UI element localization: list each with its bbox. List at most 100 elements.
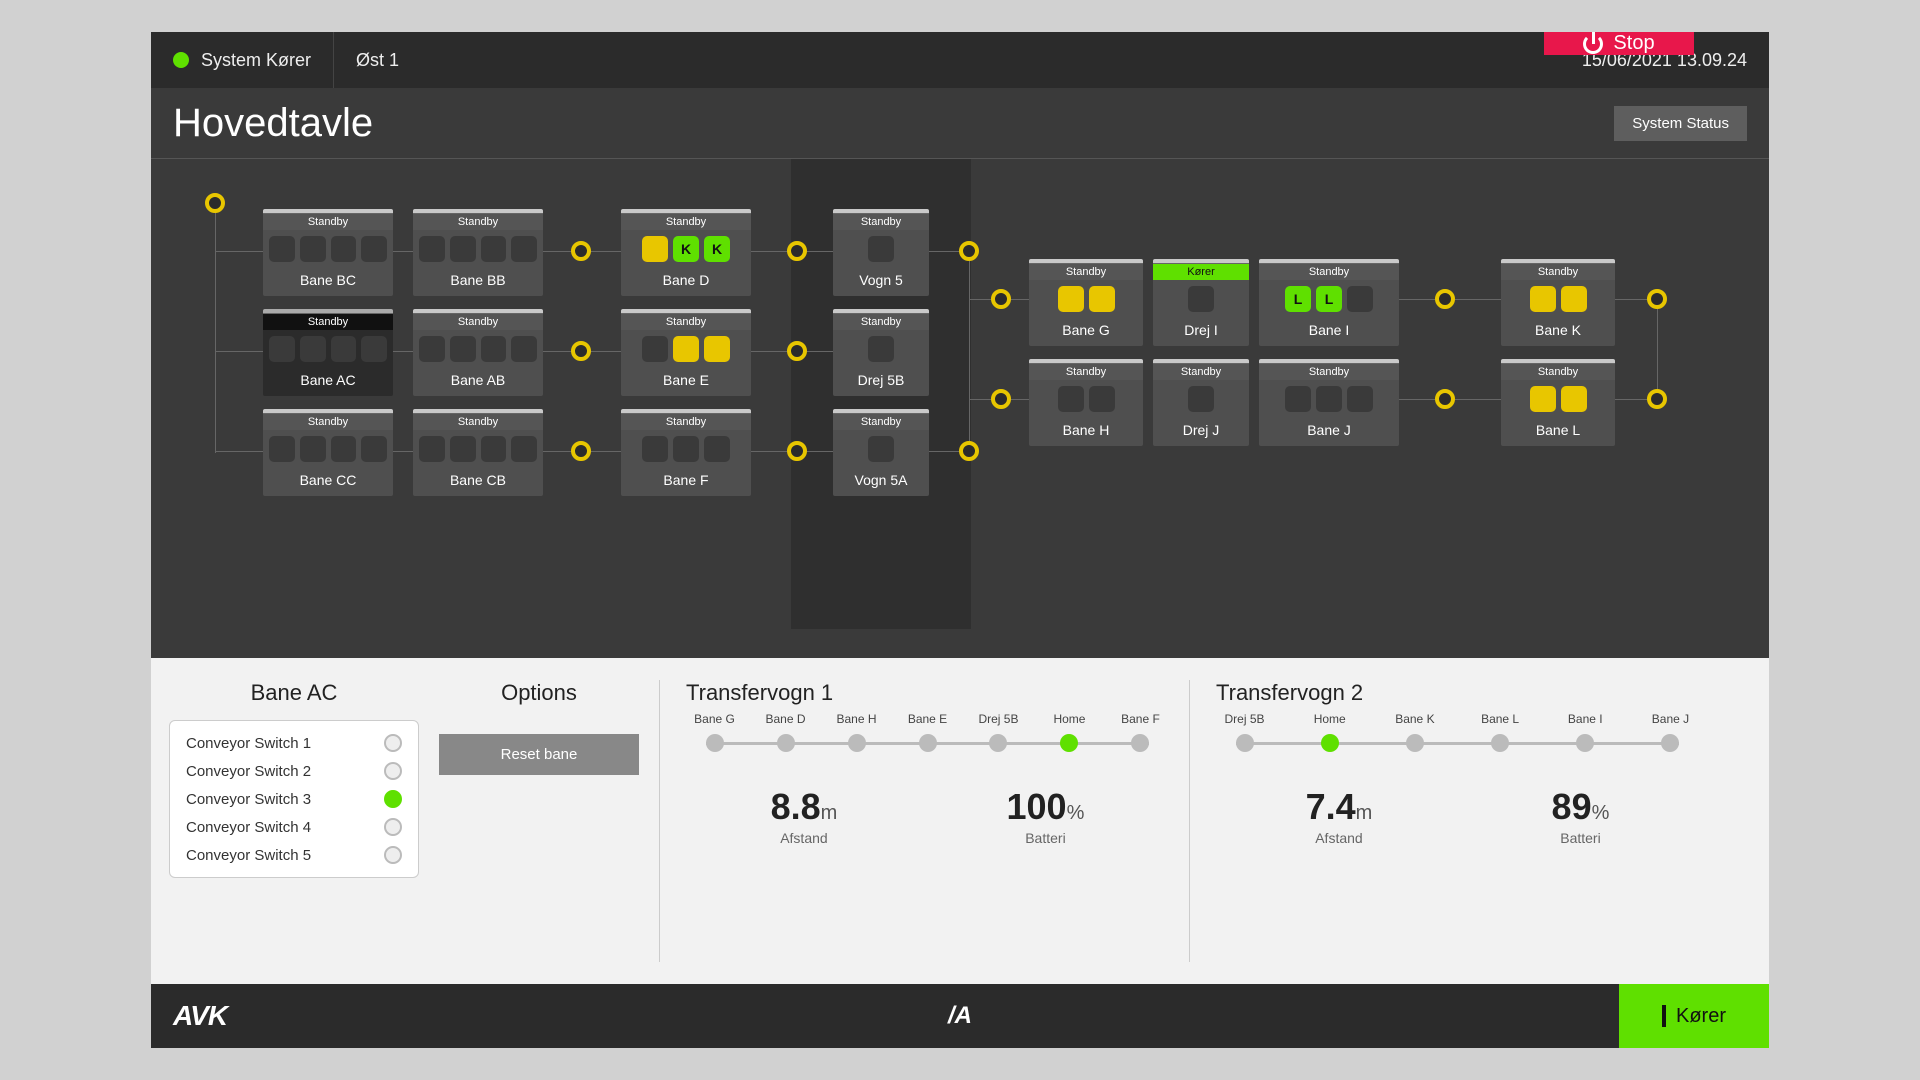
conveyor-diagram: StandbyBane BCStandbyBane BBStandbyKKBan… <box>151 158 1769 658</box>
track-stop[interactable]: Bane K <box>1383 728 1447 752</box>
conveyor-switch-row[interactable]: Conveyor Switch 2 <box>186 757 402 785</box>
node-slots <box>621 430 751 468</box>
node-status-label: Standby <box>413 213 543 230</box>
node-slots <box>263 330 393 368</box>
conveyor-switch-row[interactable]: Conveyor Switch 5 <box>186 841 402 869</box>
node-i[interactable]: StandbyLLBane I <box>1259 259 1399 346</box>
track-stop[interactable]: Bane E <box>896 728 960 752</box>
node-status-label: Standby <box>263 313 393 330</box>
track-stop[interactable]: Bane D <box>754 728 818 752</box>
node-name-label: Bane K <box>1501 318 1615 346</box>
slot-indicator <box>673 436 699 462</box>
node-name-label: Bane BB <box>413 268 543 296</box>
node-j[interactable]: StandbyBane J <box>1259 359 1399 446</box>
system-status-button[interactable]: System Status <box>1614 106 1747 141</box>
node-cb[interactable]: StandbyBane CB <box>413 409 543 496</box>
track-stop[interactable]: Bane J <box>1638 728 1702 752</box>
stop-dot-icon <box>777 734 795 752</box>
connection-line <box>215 451 263 452</box>
node-status-label: Standby <box>833 213 929 230</box>
node-name-label: Bane AB <box>413 368 543 396</box>
tv1-distance-unit: m <box>821 802 838 824</box>
tv2-track: Drej 5BHomeBane KBane LBane IBane J <box>1226 728 1689 758</box>
tv1-battery-metric: 100% Batteri <box>1007 786 1085 846</box>
track-stop[interactable]: Bane I <box>1553 728 1617 752</box>
slot-indicator <box>642 436 668 462</box>
slot-indicator <box>511 236 537 262</box>
node-e[interactable]: StandbyBane E <box>621 309 751 396</box>
node-status-label: Standby <box>1029 263 1143 280</box>
track-stop[interactable]: Bane G <box>683 728 747 752</box>
switch-label: Conveyor Switch 4 <box>186 819 311 836</box>
stop-dot-icon <box>1406 734 1424 752</box>
port-icon <box>571 241 591 261</box>
node-name-label: Drej I <box>1153 318 1249 346</box>
slot-indicator <box>1347 386 1373 412</box>
stop-button-label: Stop <box>1613 32 1654 55</box>
node-slots: LL <box>1259 280 1399 318</box>
node-cc[interactable]: StandbyBane CC <box>263 409 393 496</box>
logo-center-icon: /A <box>948 1002 972 1030</box>
node-v5a[interactable]: StandbyVogn 5A <box>833 409 929 496</box>
tv1-battery-caption: Batteri <box>1007 830 1085 846</box>
slot-indicator <box>331 436 357 462</box>
node-l[interactable]: StandbyBane L <box>1501 359 1615 446</box>
connection-line <box>393 351 413 352</box>
stop-label: Bane I <box>1553 712 1617 726</box>
node-k[interactable]: StandbyBane K <box>1501 259 1615 346</box>
stop-label: Bane J <box>1638 712 1702 726</box>
node-slots: KK <box>621 230 751 268</box>
reset-bane-button[interactable]: Reset bane <box>439 734 639 775</box>
node-slots <box>621 330 751 368</box>
node-d5b[interactable]: StandbyDrej 5B <box>833 309 929 396</box>
stop-button[interactable]: Stop <box>1544 32 1694 55</box>
switch-label: Conveyor Switch 5 <box>186 847 311 864</box>
slot-indicator <box>419 236 445 262</box>
node-bb[interactable]: Standby Bane BB <box>413 209 543 296</box>
tv2-battery-value: 89 <box>1552 786 1592 827</box>
node-ac[interactable]: StandbyBane AC <box>263 309 393 396</box>
port-icon <box>571 341 591 361</box>
track-stop[interactable]: Drej 5B <box>1213 728 1277 752</box>
track-stop[interactable]: Bane H <box>825 728 889 752</box>
conveyor-switch-row[interactable]: Conveyor Switch 1 <box>186 729 402 757</box>
node-status-label: Standby <box>1259 263 1399 280</box>
track-stop[interactable]: Bane F <box>1108 728 1172 752</box>
slot-indicator <box>1561 286 1587 312</box>
node-v5[interactable]: StandbyVogn 5 <box>833 209 929 296</box>
node-status-label: Standby <box>263 413 393 430</box>
track-stop[interactable]: Home <box>1037 728 1101 752</box>
node-name-label: Bane BC <box>263 268 393 296</box>
port-icon <box>1647 389 1667 409</box>
node-f[interactable]: StandbyBane F <box>621 409 751 496</box>
track-stop[interactable]: Bane L <box>1468 728 1532 752</box>
node-slots <box>1501 380 1615 418</box>
switch-label: Conveyor Switch 3 <box>186 791 311 808</box>
track-stop[interactable]: Home <box>1298 728 1362 752</box>
node-g[interactable]: StandbyBane G <box>1029 259 1143 346</box>
switch-label: Conveyor Switch 2 <box>186 763 311 780</box>
node-ab[interactable]: StandbyBane AB <box>413 309 543 396</box>
run-button[interactable]: Kører <box>1619 984 1769 1048</box>
tv2-distance-value: 7.4 <box>1306 786 1356 827</box>
conveyor-switch-row[interactable]: Conveyor Switch 4 <box>186 813 402 841</box>
slot-indicator: L <box>1285 286 1311 312</box>
node-d[interactable]: StandbyKKBane D <box>621 209 751 296</box>
slot-indicator <box>300 436 326 462</box>
stop-label: Bane K <box>1383 712 1447 726</box>
port-icon <box>1435 389 1455 409</box>
tv1-distance-metric: 8.8m Afstand <box>771 786 838 846</box>
track-stop[interactable]: Drej 5B <box>966 728 1030 752</box>
slot-indicator <box>1089 386 1115 412</box>
stop-dot-icon <box>1491 734 1509 752</box>
node-dj[interactable]: StandbyDrej J <box>1153 359 1249 446</box>
node-h[interactable]: StandbyBane H <box>1029 359 1143 446</box>
bane-detail-title: Bane AC <box>169 680 419 706</box>
footer: AVK /A Kører Stop <box>151 984 1769 1048</box>
node-bc[interactable]: StandbyBane BC <box>263 209 393 296</box>
connection-line <box>969 251 970 451</box>
transfervogn-2-panel: Transfervogn 2 Drej 5BHomeBane KBane LBa… <box>1189 680 1699 962</box>
stop-dot-icon <box>848 734 866 752</box>
node-di[interactable]: KørerDrej I <box>1153 259 1249 346</box>
conveyor-switch-row[interactable]: Conveyor Switch 3 <box>186 785 402 813</box>
